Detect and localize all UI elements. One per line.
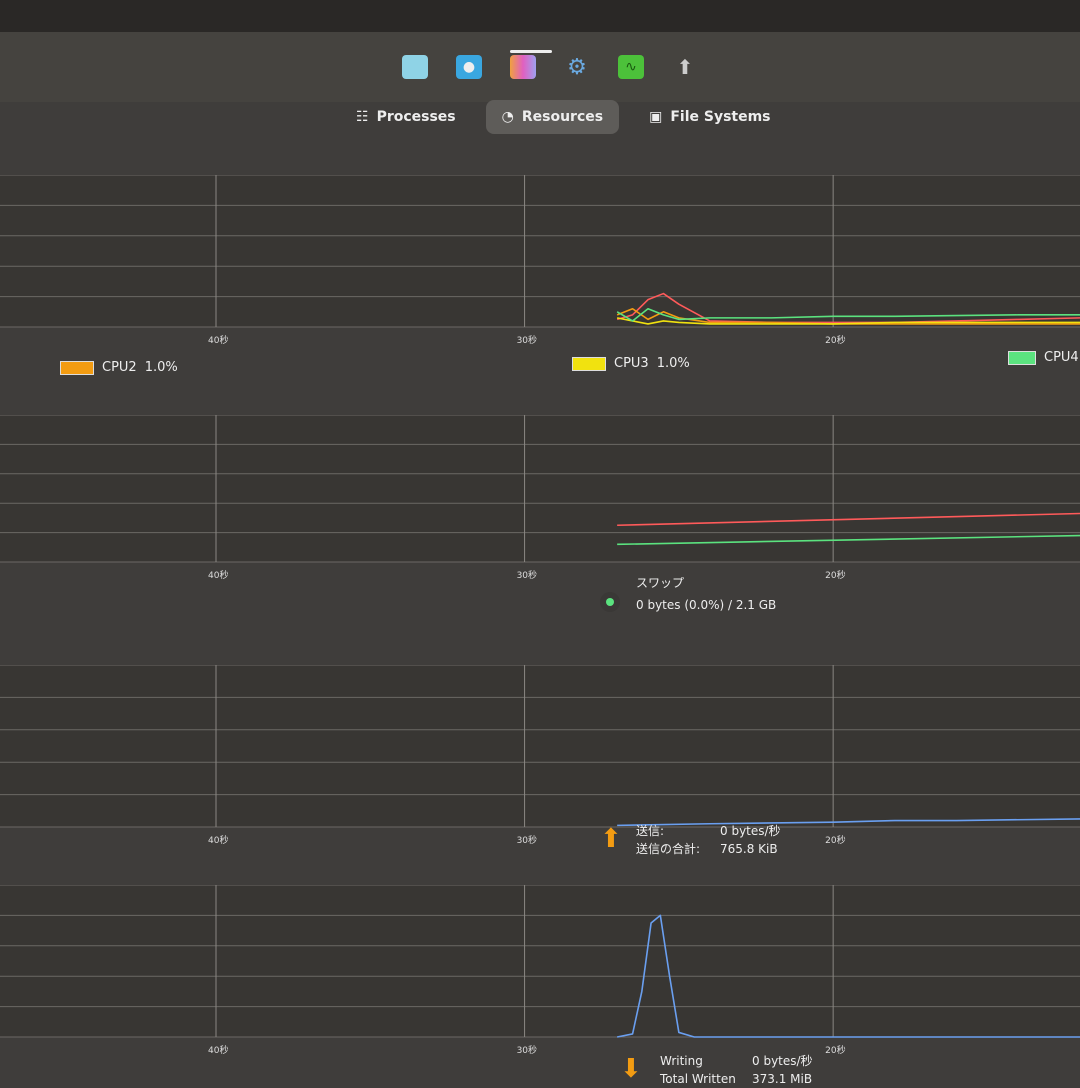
series-line bbox=[616, 317, 1080, 325]
network-history-chart: 40秒 30秒 20秒 bbox=[0, 665, 1080, 855]
download-arrow-icon: ⬇ bbox=[620, 1054, 642, 1084]
screenshot-icon[interactable]: ● bbox=[456, 55, 482, 79]
swap-label: スワップ bbox=[636, 576, 685, 590]
series-line bbox=[617, 512, 1080, 527]
file-manager-icon[interactable] bbox=[402, 55, 428, 79]
series-line bbox=[616, 307, 1080, 325]
legend-cpu4: CPU4 bbox=[1008, 350, 1079, 365]
swap-value: 0 bytes (0.0%) / 2.1 GB bbox=[636, 598, 777, 612]
time-axis-label: 30秒 bbox=[516, 336, 538, 346]
legend-cpu2: CPU2 1.0% bbox=[60, 360, 178, 375]
active-app-indicator bbox=[510, 50, 552, 53]
time-axis-label: 20秒 bbox=[825, 836, 846, 846]
tab-resources[interactable]: ◔ Resources bbox=[485, 100, 620, 134]
network-send-info: ⬆ 送信: 0 bytes/秒 送信の合計: 765.8 KiB bbox=[600, 824, 781, 856]
series-line bbox=[617, 534, 1080, 546]
time-axis-label: 20秒 bbox=[825, 336, 846, 346]
network-plot bbox=[0, 665, 1080, 828]
gauge-icon: ◔ bbox=[501, 109, 514, 125]
upload-arrow-icon: ⬆ bbox=[600, 824, 622, 854]
cpu-history-chart: 40秒 30秒 20秒 bbox=[0, 175, 1080, 355]
color-palette-icon[interactable] bbox=[510, 55, 536, 79]
time-axis-label: 40秒 bbox=[208, 336, 229, 346]
plot-area bbox=[0, 415, 1080, 562]
series-line bbox=[616, 292, 1080, 324]
time-axis-label: 30秒 bbox=[516, 836, 538, 846]
swap-indicator[interactable] bbox=[600, 592, 620, 612]
plot-area bbox=[0, 665, 1080, 827]
disk-write-info: ⬇ Writing 0 bytes/秒 Total Written 373.1 Mi… bbox=[620, 1054, 813, 1086]
series-line bbox=[617, 818, 1080, 827]
plot-area bbox=[0, 885, 1080, 1037]
disk-plot bbox=[0, 885, 1080, 1038]
time-axis-label: 40秒 bbox=[208, 836, 229, 846]
system-monitor-icon[interactable]: ∿ bbox=[618, 55, 644, 79]
cpu2-color-swatch[interactable] bbox=[60, 360, 94, 375]
legend-cpu3: CPU3 1.0% bbox=[572, 356, 690, 371]
series-line bbox=[616, 307, 1080, 322]
series-line bbox=[616, 914, 1080, 1038]
swap-info: スワップ 0 bytes (0.0%) / 2.1 GB bbox=[600, 574, 776, 614]
memory-history-chart: 40秒 30秒 20秒 bbox=[0, 415, 1080, 590]
plot-area bbox=[0, 175, 1080, 327]
view-tabs: ☷ Processes ◔ Resources ▣ File Systems bbox=[340, 100, 787, 134]
disk-history-chart: 40秒 30秒 20秒 bbox=[0, 885, 1080, 1065]
cpu3-color-swatch[interactable] bbox=[572, 356, 606, 371]
time-axis-label: 40秒 bbox=[208, 1046, 229, 1056]
tab-processes[interactable]: ☷ Processes bbox=[356, 109, 456, 125]
cpu-plot bbox=[0, 175, 1080, 328]
software-update-icon[interactable]: ⬆ bbox=[676, 55, 694, 79]
list-icon: ☷ bbox=[356, 109, 369, 125]
disk-icon: ▣ bbox=[649, 109, 663, 125]
tab-file-systems[interactable]: ▣ File Systems bbox=[649, 109, 771, 125]
memory-plot bbox=[0, 415, 1080, 563]
time-axis-label: 30秒 bbox=[516, 571, 538, 581]
app-dock: ● ⚙ ∿ ⬆ bbox=[0, 32, 1080, 102]
time-axis-label: 20秒 bbox=[825, 571, 846, 581]
time-axis-label: 40秒 bbox=[208, 571, 229, 581]
settings-gear-icon[interactable]: ⚙ bbox=[567, 54, 587, 80]
time-axis-label: 20秒 bbox=[825, 1046, 846, 1056]
time-axis-label: 30秒 bbox=[516, 1046, 538, 1056]
cpu4-color-swatch[interactable] bbox=[1008, 350, 1036, 365]
